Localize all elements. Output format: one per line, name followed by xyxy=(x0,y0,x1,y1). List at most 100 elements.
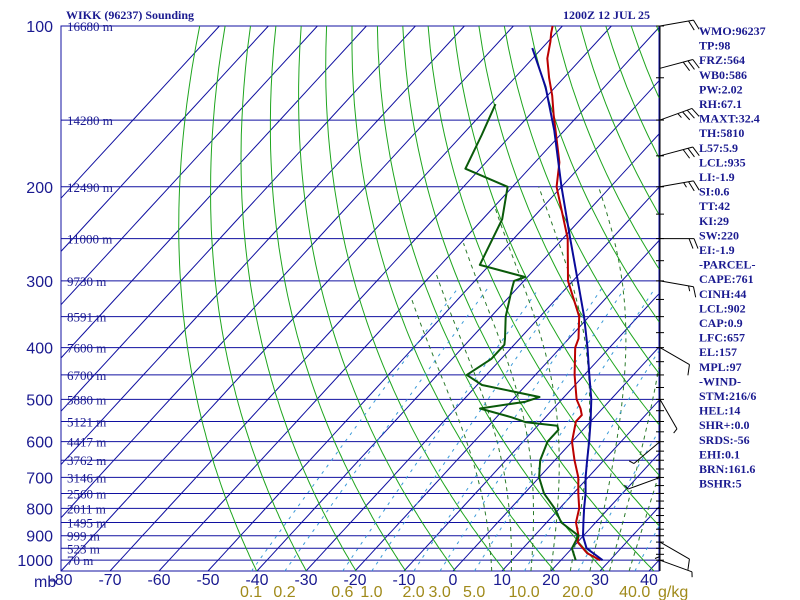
index-5: RH:67.1 xyxy=(699,97,742,111)
mixing-ratio-line-7 xyxy=(523,350,660,572)
moist-adiabat-12 xyxy=(435,272,512,572)
mixing-ratio-label-8: 20.0 xyxy=(562,584,593,600)
isotherm--130 xyxy=(60,25,318,306)
dry-adiabat-260 xyxy=(269,25,407,572)
wind-barb-flag xyxy=(688,181,695,192)
profile-series-layer xyxy=(464,25,604,562)
wind-barb-shaft xyxy=(659,280,694,288)
pressure-tick-900: 900 xyxy=(26,529,53,546)
index-8: L57:5.9 xyxy=(699,141,738,155)
wind-barb-half xyxy=(673,428,678,434)
isotherm--80 xyxy=(60,25,563,572)
wind-barb-shaft xyxy=(659,19,694,27)
index-3: WB0:586 xyxy=(699,68,747,82)
dry-adiabat-410 xyxy=(656,25,660,33)
temperature-tick-2: -60 xyxy=(147,572,170,589)
mixing-ratio-line-1 xyxy=(284,288,488,572)
pressure-tick-700: 700 xyxy=(26,470,53,487)
index-10: LI:-1.9 xyxy=(699,170,735,184)
wind-profile-layer xyxy=(624,19,700,578)
pressure-tick-300: 300 xyxy=(26,274,53,291)
index-23: MPL:97 xyxy=(699,360,742,374)
wind-barb-8 xyxy=(659,399,678,434)
mixing-ratio-unit: g/kg xyxy=(658,584,688,600)
mixing-ratio-layer xyxy=(251,288,660,572)
mixing-ratio-line-5 xyxy=(439,288,626,572)
height-label-4: 9730 m xyxy=(67,274,106,289)
index-7: TH:5810 xyxy=(699,126,744,140)
pressure-tick-1000: 1000 xyxy=(17,553,53,570)
moist-adiabat-8 xyxy=(411,299,493,571)
index-26: HEL:14 xyxy=(699,404,740,418)
wind-barb-flag xyxy=(687,559,690,570)
index-9: LCL:935 xyxy=(699,155,746,169)
pressure-tick-400: 400 xyxy=(26,341,53,358)
wind-barb-flag xyxy=(682,149,691,159)
mixing-ratio-label-9: 40.0 xyxy=(619,584,650,600)
index-list-layer: WMO:96237TP:98FRZ:564WB0:586PW:2.02RH:67… xyxy=(699,24,766,491)
isotherm--110 xyxy=(60,25,416,412)
grid-layer xyxy=(60,25,660,572)
dry-adiabat-250 xyxy=(240,25,357,572)
wind-barb-flag xyxy=(693,180,700,191)
wind-barb-half xyxy=(688,285,691,292)
wind-barb-0 xyxy=(659,19,700,31)
index-12: TT:42 xyxy=(699,199,730,213)
mixing-ratio-line-2 xyxy=(342,288,540,572)
wind-barb-flag xyxy=(686,109,695,119)
dry-adiabat-layer xyxy=(178,25,660,572)
temperature-tick-11: 30 xyxy=(591,572,609,589)
height-label-13: 2560 m xyxy=(67,486,106,501)
index-0: WMO:96237 xyxy=(699,24,766,38)
moist-adiabat-16 xyxy=(463,243,534,571)
pressure-tick-100: 100 xyxy=(26,19,53,36)
wind-barb-shaft xyxy=(659,59,693,69)
wind-barb-10 xyxy=(624,476,661,490)
isotherm--140 xyxy=(60,25,269,252)
wind-barb-flag xyxy=(692,59,700,69)
dry-adiabat-330 xyxy=(453,25,660,476)
isotherm--40 xyxy=(256,133,660,572)
isotherm--90 xyxy=(60,25,514,519)
isotherm-0 xyxy=(452,346,660,572)
wind-barb-flag xyxy=(693,238,699,249)
wind-barb-13 xyxy=(659,559,693,578)
height-label-16: 999 m xyxy=(67,529,100,544)
wind-barb-half xyxy=(654,556,661,559)
index-19: LCL:902 xyxy=(699,301,746,315)
wind-barb-flag xyxy=(687,148,695,158)
isotherm--150 xyxy=(60,25,220,199)
wind-barb-half xyxy=(628,460,635,464)
dewpoint-profile xyxy=(464,103,580,561)
moist-adiabat-32 xyxy=(609,366,660,572)
temperature-tick-6: -20 xyxy=(343,572,366,589)
mixing-ratio-label-7: 10.0 xyxy=(509,584,540,600)
height-label-15: 1495 m xyxy=(67,515,106,530)
temperature-tick-0: -80 xyxy=(49,572,72,589)
wind-barb-flag xyxy=(687,364,690,376)
height-label-2: 12490 m xyxy=(67,180,113,195)
isotherm--70 xyxy=(109,25,612,572)
index-29: EHI:0.1 xyxy=(699,447,740,461)
index-18: CINH:44 xyxy=(699,287,746,301)
dry-adiabat-380 xyxy=(579,25,660,215)
dry-adiabat-240 xyxy=(210,25,307,572)
moist-adiabat-20 xyxy=(495,208,560,572)
pressure-tick-500: 500 xyxy=(26,392,53,409)
dry-adiabat-270 xyxy=(298,25,456,572)
mixing-ratio-line-9 xyxy=(634,526,660,572)
mixing-ratio-label-1: 0.2 xyxy=(273,584,295,600)
wind-barb-shaft xyxy=(659,347,690,366)
index-22: EL:157 xyxy=(699,345,737,359)
wind-barb-flag xyxy=(682,111,691,121)
wind-barb-4 xyxy=(659,180,700,192)
axis-label-layer: 0.1 0.2 0.6 1.0 2.0 3.0 5.0 10.0 20.0 40.0 g/kg100… xyxy=(17,19,688,600)
index-31: BSHR:5 xyxy=(699,477,742,491)
wind-barb-shaft xyxy=(659,399,678,430)
moist-adiabat-24 xyxy=(538,186,591,572)
index-15: EI:-1.9 xyxy=(699,243,735,257)
height-label-7: 6700 m xyxy=(67,368,106,383)
wind-barb-shaft xyxy=(659,541,690,560)
index-21: LFC:657 xyxy=(699,331,745,345)
